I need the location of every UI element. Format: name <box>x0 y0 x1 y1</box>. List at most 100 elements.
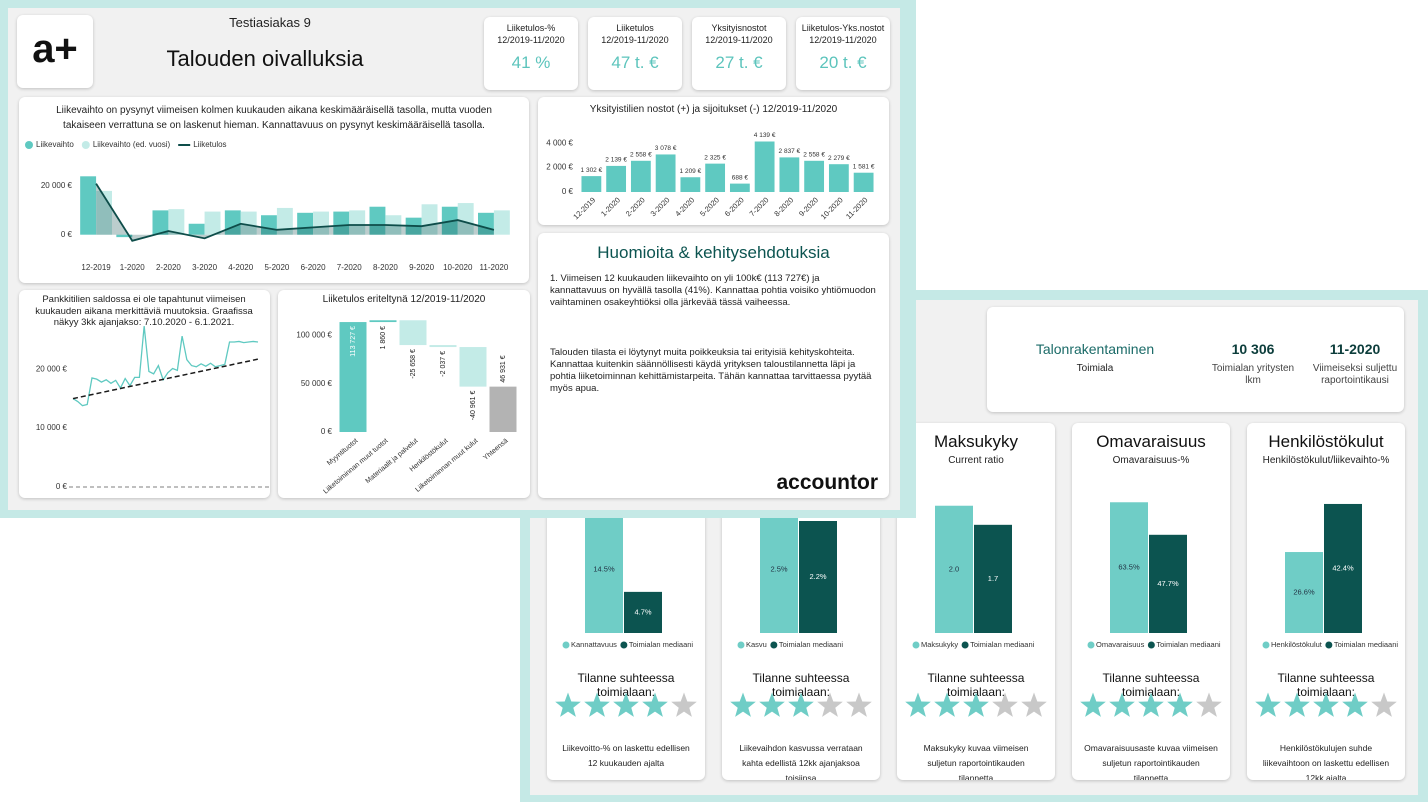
kpi-card: Yksityisnostot 12/2019-11/2020 27 t. € <box>692 17 786 90</box>
legend-marker <box>25 141 33 149</box>
brand-logo: accountor <box>776 471 878 494</box>
bar <box>399 320 427 346</box>
kpi-label: Liiketulos-Yks.nostot <box>801 23 885 33</box>
kpi-value: 41 % <box>511 53 551 72</box>
bar <box>80 176 97 235</box>
bar <box>369 206 386 235</box>
industry-card: Talonrakentaminen Toimiala 10 306 Toimia… <box>987 307 1404 412</box>
bar <box>754 141 775 192</box>
data-label: 3 078 € <box>655 145 677 152</box>
bar <box>429 345 457 348</box>
kpi-period: 12/2019-11/2020 <box>497 35 565 45</box>
metric-card: 2.0 1.7 Maksukyky Toimialan mediaani Maksuky… <box>897 423 1055 780</box>
data-label: 47.7% <box>1157 579 1179 588</box>
x-tick-label: 11-2020 <box>480 263 509 272</box>
metric-chart: 14.5% 4.7% Kannattavuus Toimialan mediaani <box>562 506 693 649</box>
bar <box>313 211 329 235</box>
metric-description: Omavaraisuusaste kuvaa viimeisen suljetu… <box>1084 743 1218 780</box>
x-tick-label: 2-2020 <box>624 195 647 218</box>
y-tick-label: 20 000 € <box>41 181 73 190</box>
metric-subtitle: Henkilöstökulut/liikevaihto-% <box>1262 455 1390 466</box>
bar <box>459 347 487 387</box>
metric-subtitle: Omavaraisuus-% <box>1112 455 1190 466</box>
legend-label: Omavaraisuus <box>1096 640 1145 649</box>
star <box>963 692 989 717</box>
bar <box>493 210 510 235</box>
star <box>1109 692 1135 717</box>
legend-marker <box>770 641 778 649</box>
bar <box>369 320 397 323</box>
legend-marker <box>912 641 920 649</box>
x-tick-label: 8-2020 <box>772 195 795 218</box>
bar <box>1324 503 1362 633</box>
star <box>846 692 872 717</box>
legend-label: Liiketulos <box>193 140 226 149</box>
x-tick-label: 9-2020 <box>409 263 434 272</box>
y-tick-label: 100 000 € <box>296 330 332 339</box>
data-label: 2 558 € <box>630 152 652 159</box>
x-tick-label: 1-2020 <box>599 195 622 218</box>
x-tick-label: Materiaalit ja palvelut <box>365 438 420 486</box>
data-label: 2 558 € <box>803 152 825 159</box>
star <box>613 692 639 717</box>
star <box>1196 692 1222 717</box>
data-label: 4.7% <box>634 607 651 616</box>
data-label: 1.7 <box>988 574 998 583</box>
star <box>730 692 756 717</box>
kpi-period: 12/2019-11/2020 <box>705 35 773 45</box>
y-tick-label: 10 000 € <box>36 423 68 432</box>
bar <box>804 160 825 192</box>
metric-title: Omavaraisuus <box>1096 432 1206 451</box>
star <box>1284 692 1310 717</box>
comparison-label: Tilanne suhteessa toimialaan: <box>1102 671 1200 699</box>
kpi-label: Liiketulos <box>616 23 654 33</box>
x-tick-label: 8-2020 <box>373 263 398 272</box>
industry-count: 10 306 <box>1231 341 1275 357</box>
notes-title: Huomioita & kehitysehdotuksia <box>597 243 830 262</box>
kpi-value: 27 t. € <box>715 53 763 72</box>
star <box>1371 692 1397 717</box>
notes-paragraph: Talouden tilasta ei löytynyt muita poikk… <box>550 347 872 394</box>
data-label: -2 037 € <box>440 351 447 377</box>
bar <box>624 591 662 633</box>
bar <box>828 164 849 192</box>
line <box>95 183 495 242</box>
metric-card: 26.6% 42.4% Henkilöstökulut Toimialan media… <box>1247 423 1405 780</box>
line-area <box>96 183 494 241</box>
bar <box>760 505 798 633</box>
star <box>642 692 668 717</box>
bar <box>168 209 185 235</box>
revenue-chart: 0 € 20 000 € 12-2019 1-2020 2-2020 3-2020 4-20… <box>25 140 510 272</box>
bar <box>799 521 837 633</box>
star-rating <box>1255 692 1397 717</box>
industry-period: 11-2020 <box>1329 341 1381 357</box>
data-label: 46 931 € <box>500 355 507 382</box>
industry-name: Talonrakentaminen <box>1035 341 1155 357</box>
bar <box>489 386 517 432</box>
metric-title: Henkilöstökulut <box>1268 432 1384 451</box>
metric-title: Maksukyky <box>933 432 1019 451</box>
line <box>72 358 259 400</box>
kpi-card: Liiketulos 12/2019-11/2020 47 t. € <box>588 17 682 90</box>
withdrawals-chart: 0 € 2 000 € 4 000 € 1 302 € 12-2019 2 139 € 1-… <box>546 132 875 221</box>
x-tick-label: 10-2020 <box>819 195 845 221</box>
y-tick-label: 4 000 € <box>546 138 573 147</box>
metric-card: 63.5% 47.7% Omavaraisuus Toimialan mediaani… <box>1072 423 1230 780</box>
bar <box>729 183 750 192</box>
bar <box>606 165 627 192</box>
legend-label: Kannattavuus <box>571 640 617 649</box>
bar <box>974 524 1012 633</box>
kpi-label: Liiketulos-% <box>506 23 556 33</box>
star <box>817 692 843 717</box>
legend-marker <box>1325 641 1333 649</box>
legend-marker <box>1087 641 1095 649</box>
legend-label: Kasvu <box>746 640 767 649</box>
bar <box>297 212 314 235</box>
legend-marker <box>562 641 570 649</box>
industry-period-label: Viimeiseksi suljettu raportointikausi <box>1312 363 1398 386</box>
chart-title: Pankkitilien saldossa ei ole tapahtunut … <box>35 294 253 328</box>
data-label: 2.2% <box>809 572 826 581</box>
industry-count-label: Toimialan yritysten lkm <box>1211 363 1295 386</box>
data-label: -40 961 € <box>470 391 477 421</box>
